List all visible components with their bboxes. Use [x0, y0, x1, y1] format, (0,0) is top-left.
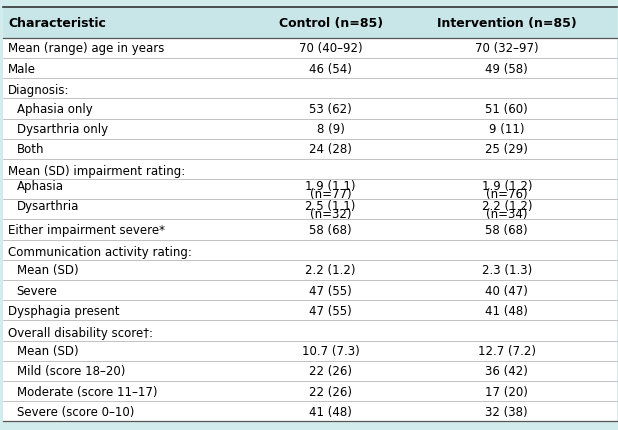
- Text: 17 (20): 17 (20): [485, 385, 528, 398]
- Text: (n=76): (n=76): [486, 187, 528, 200]
- FancyBboxPatch shape: [3, 240, 617, 260]
- Text: Both: Both: [17, 143, 44, 156]
- Text: (n=32): (n=32): [310, 207, 352, 221]
- FancyBboxPatch shape: [3, 280, 617, 301]
- FancyBboxPatch shape: [3, 99, 617, 119]
- Text: 36 (42): 36 (42): [485, 365, 528, 378]
- Text: 1.9 (1.2): 1.9 (1.2): [481, 179, 532, 192]
- Text: 2.3 (1.3): 2.3 (1.3): [481, 264, 532, 277]
- FancyBboxPatch shape: [3, 200, 617, 220]
- FancyBboxPatch shape: [3, 301, 617, 321]
- Text: 2.5 (1.1): 2.5 (1.1): [305, 200, 356, 212]
- Text: Severe (score 0–10): Severe (score 0–10): [17, 405, 134, 418]
- Text: Control (n=85): Control (n=85): [279, 17, 383, 30]
- Text: Mean (range) age in years: Mean (range) age in years: [8, 42, 164, 55]
- Text: Male: Male: [8, 62, 36, 75]
- Text: Mean (SD) impairment rating:: Mean (SD) impairment rating:: [8, 165, 185, 178]
- Text: 25 (29): 25 (29): [485, 143, 528, 156]
- Text: (n=34): (n=34): [486, 207, 528, 221]
- Text: 2.2 (1.2): 2.2 (1.2): [305, 264, 356, 277]
- Text: 46 (54): 46 (54): [309, 62, 352, 75]
- Text: 12.7 (7.2): 12.7 (7.2): [478, 344, 536, 357]
- FancyBboxPatch shape: [3, 79, 617, 99]
- Text: Dysphagia present: Dysphagia present: [8, 304, 119, 317]
- Text: Aphasia: Aphasia: [17, 179, 64, 192]
- Text: 49 (58): 49 (58): [485, 62, 528, 75]
- FancyBboxPatch shape: [3, 8, 617, 39]
- FancyBboxPatch shape: [3, 119, 617, 139]
- Text: 47 (55): 47 (55): [309, 284, 352, 297]
- FancyBboxPatch shape: [3, 401, 617, 421]
- Text: 51 (60): 51 (60): [485, 103, 528, 116]
- FancyBboxPatch shape: [3, 361, 617, 381]
- FancyBboxPatch shape: [3, 180, 617, 200]
- FancyBboxPatch shape: [3, 39, 617, 59]
- Text: 47 (55): 47 (55): [309, 304, 352, 317]
- FancyBboxPatch shape: [3, 220, 617, 240]
- Text: 70 (40–92): 70 (40–92): [299, 42, 362, 55]
- Text: 22 (26): 22 (26): [309, 365, 352, 378]
- Text: (n=77): (n=77): [310, 187, 352, 200]
- Text: 41 (48): 41 (48): [485, 304, 528, 317]
- Text: Diagnosis:: Diagnosis:: [8, 84, 70, 97]
- Text: Dysarthria only: Dysarthria only: [17, 123, 108, 136]
- Text: 22 (26): 22 (26): [309, 385, 352, 398]
- FancyBboxPatch shape: [3, 321, 617, 341]
- FancyBboxPatch shape: [3, 341, 617, 361]
- Text: 32 (38): 32 (38): [486, 405, 528, 418]
- Text: Severe: Severe: [17, 284, 57, 297]
- Text: 2.2 (1.2): 2.2 (1.2): [481, 200, 532, 212]
- Text: 24 (28): 24 (28): [309, 143, 352, 156]
- Text: Overall disability score†:: Overall disability score†:: [8, 326, 153, 339]
- Text: 1.9 (1.1): 1.9 (1.1): [305, 179, 356, 192]
- Text: 58 (68): 58 (68): [310, 224, 352, 236]
- Text: Dysarthria: Dysarthria: [17, 200, 79, 212]
- Text: 70 (32–97): 70 (32–97): [475, 42, 538, 55]
- Text: 10.7 (7.3): 10.7 (7.3): [302, 344, 360, 357]
- Text: 8 (9): 8 (9): [316, 123, 345, 136]
- Text: Either impairment severe*: Either impairment severe*: [8, 224, 165, 236]
- FancyBboxPatch shape: [3, 139, 617, 160]
- Text: Mean (SD): Mean (SD): [17, 264, 78, 277]
- Text: 41 (48): 41 (48): [309, 405, 352, 418]
- Text: Mean (SD): Mean (SD): [17, 344, 78, 357]
- Text: 58 (68): 58 (68): [486, 224, 528, 236]
- Text: 40 (47): 40 (47): [485, 284, 528, 297]
- FancyBboxPatch shape: [3, 160, 617, 180]
- FancyBboxPatch shape: [3, 381, 617, 401]
- Text: Intervention (n=85): Intervention (n=85): [437, 17, 577, 30]
- FancyBboxPatch shape: [3, 59, 617, 79]
- Text: Characteristic: Characteristic: [8, 17, 106, 30]
- Text: Moderate (score 11–17): Moderate (score 11–17): [17, 385, 157, 398]
- Text: 53 (62): 53 (62): [309, 103, 352, 116]
- Text: Aphasia only: Aphasia only: [17, 103, 93, 116]
- FancyBboxPatch shape: [3, 260, 617, 280]
- Text: 9 (11): 9 (11): [489, 123, 525, 136]
- Text: Mild (score 18–20): Mild (score 18–20): [17, 365, 125, 378]
- Text: Communication activity rating:: Communication activity rating:: [8, 246, 192, 258]
